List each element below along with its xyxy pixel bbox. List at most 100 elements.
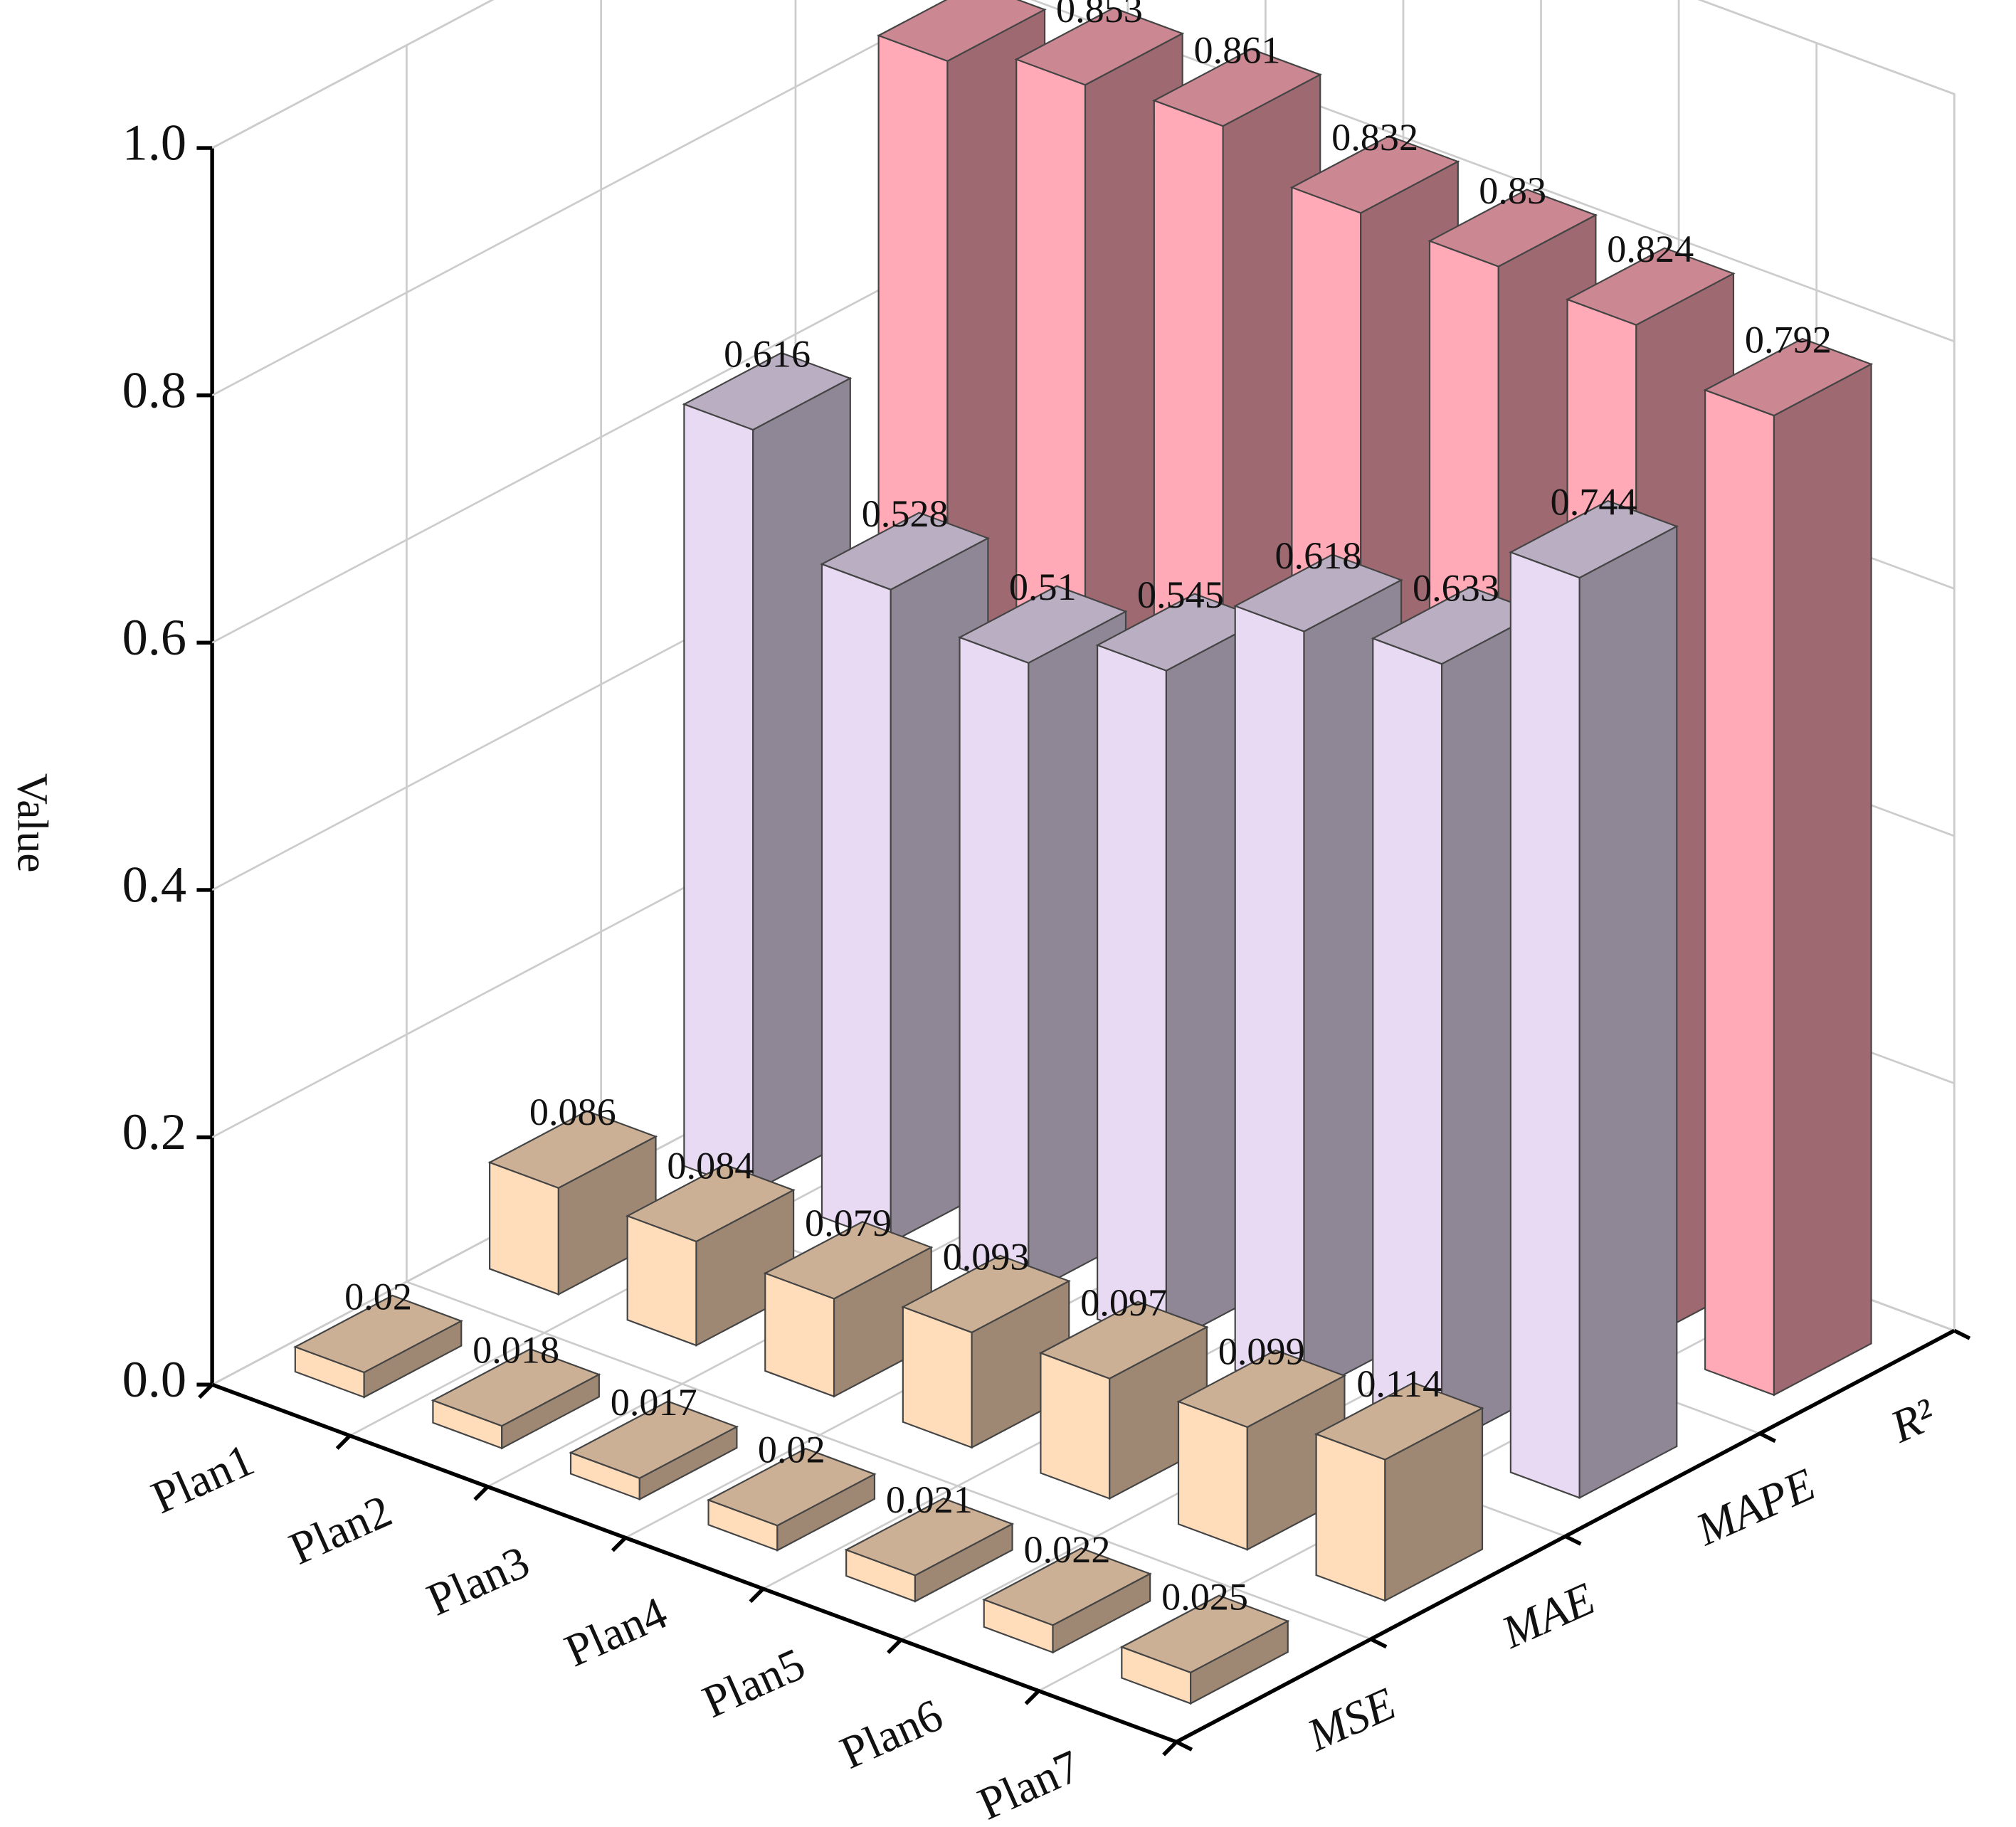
value-label: 0.025 [1161,1575,1248,1618]
bar-side [1190,1619,1289,1705]
value-label: 0.097 [1080,1281,1167,1324]
x-tick [335,1434,352,1450]
value-label: 0.114 [1356,1362,1442,1405]
value-label: 0.02 [344,1275,412,1318]
value-label: 0.02 [758,1429,825,1471]
z-tick [1758,1431,1776,1444]
x-tick-label: Plan6 [833,1690,951,1779]
value-label: 0.633 [1413,567,1499,610]
grid-line [211,0,1955,396]
bar-front [959,636,1030,1295]
bar-front [1097,644,1167,1346]
x-axis [211,1382,1178,1744]
bar-side [638,1425,738,1501]
bar-side [1773,363,1872,1397]
bar [569,1400,739,1501]
x-tick [198,1383,214,1399]
y-tick-label: 0.0 [122,1351,186,1408]
bar-side [1384,1407,1484,1602]
bar-front [683,403,754,1193]
y-tick-label: 1.0 [122,115,186,171]
bar [1509,499,1679,1500]
x-tick-label: Plan4 [557,1587,675,1677]
value-label: 0.744 [1551,481,1637,524]
bar-side [776,1473,876,1552]
value-label: 0.018 [473,1329,559,1372]
x-tick-label: Plan2 [282,1486,399,1575]
z-tick [1175,1740,1193,1752]
bar-side [1578,525,1678,1500]
bar-front [902,1306,973,1449]
value-label: 0.832 [1331,116,1418,159]
value-label: 0.824 [1607,228,1694,270]
bar-front [820,563,892,1244]
y-tick-label: 0.6 [122,609,186,666]
y-tick-label: 0.8 [122,361,186,418]
bar-front [1315,1433,1386,1602]
value-label: 0.079 [805,1202,892,1244]
bar [431,1347,601,1450]
x-tick [1162,1740,1178,1757]
bar-side [914,1522,1013,1603]
x-tick-label: Plan3 [420,1536,537,1626]
x-tick [473,1485,490,1501]
bar-front [1234,605,1305,1397]
z-tick [1953,1328,1971,1340]
value-label: 0.084 [667,1144,754,1187]
x-tick-label: Plan7 [971,1740,1088,1827]
x-tick [749,1587,765,1604]
bar [1314,1382,1484,1602]
value-label: 0.792 [1745,319,1832,361]
bar-front [1704,388,1775,1397]
value-label: 0.545 [1137,573,1224,616]
bar-side [1052,1572,1151,1654]
x-tick [1024,1689,1040,1705]
value-label: 0.022 [1023,1528,1110,1571]
x-tick-label: Plan5 [695,1638,813,1728]
value-label: 0.83 [1479,169,1546,212]
value-label: 0.618 [1274,534,1361,577]
y-tick-label: 0.4 [122,857,186,914]
value-label: 0.021 [886,1478,973,1521]
bar-side [363,1320,463,1399]
z-tick-label: MSE [1299,1678,1403,1762]
bar [982,1547,1152,1654]
bar [487,1110,658,1296]
y-axis-label: Value [9,773,57,873]
value-label: 0.831 [918,0,1005,6]
bar [844,1498,1015,1603]
x-tick [887,1638,902,1654]
bar-side [833,1246,932,1398]
x-tick-label: Plan1 [144,1434,262,1524]
value-label: 0.51 [1009,566,1077,608]
value-label: 0.861 [1194,29,1281,72]
y-tick-label: 0.2 [122,1103,186,1160]
bar-front [1372,637,1443,1449]
bar [1119,1594,1290,1705]
grid-line [211,0,1955,149]
value-label: 0.853 [1056,0,1143,31]
x-tick [611,1536,627,1552]
bar-front [1177,1400,1248,1551]
value-label: 0.086 [529,1091,616,1133]
value-label: 0.528 [862,492,949,535]
z-tick-label: MAE [1494,1573,1602,1659]
z-tick [1370,1637,1388,1649]
bar [1176,1349,1347,1551]
value-label: 0.017 [611,1381,697,1424]
bar [1703,337,1874,1397]
bar-front [1509,551,1580,1499]
z-tick-label: R² [1883,1389,1944,1453]
value-label: 0.099 [1218,1330,1305,1372]
z-tick [1564,1534,1582,1546]
value-label: 0.093 [943,1235,1030,1278]
value-label: 0.616 [724,332,811,375]
bar-front [1040,1352,1111,1500]
bar [293,1294,463,1399]
z-tick-label: MAPE [1689,1458,1823,1556]
bar [763,1221,934,1398]
bar [706,1448,877,1552]
floor-grid [406,1281,1371,1641]
